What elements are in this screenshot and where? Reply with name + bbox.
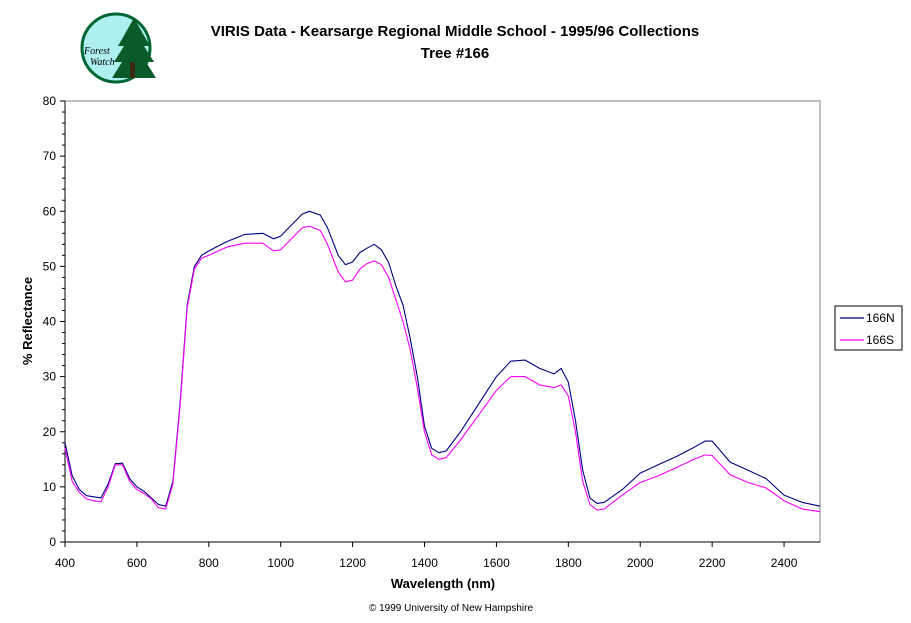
series-line-166n: [64, 210, 821, 507]
tree-icon: [112, 18, 156, 78]
x-tick-label: 800: [199, 556, 219, 570]
plot-area: [64, 100, 821, 543]
x-tick-label: 1000: [267, 556, 294, 570]
x-tick-label: 2200: [699, 556, 726, 570]
y-tick-label: 20: [43, 425, 57, 439]
y-tick-label: 40: [43, 315, 57, 329]
y-tick-label: 50: [43, 259, 57, 273]
y-tick-label: 0: [49, 535, 56, 549]
y-tick-label: 80: [43, 94, 57, 108]
legend-box: [834, 305, 903, 351]
y-tick-label: 10: [43, 480, 57, 494]
y-tick-label: 60: [43, 204, 57, 218]
legend-label-166s: 166S: [866, 333, 894, 347]
legend: 166N 166S: [834, 305, 903, 351]
x-tick-label: 1200: [339, 556, 366, 570]
y-tick-label: 70: [43, 149, 57, 163]
x-tick-label: 1400: [411, 556, 438, 570]
chart-subtitle: Tree #166: [421, 45, 489, 62]
chart-title: VIRIS Data - Kearsarge Regional Middle S…: [211, 23, 699, 40]
logo-text-watch: Watch: [90, 57, 115, 68]
copyright-text: © 1999 University of New Hampshire: [369, 603, 534, 614]
x-tick-label: 600: [127, 556, 147, 570]
y-ticks: 0 10 20 30 40 50 60 70 80: [43, 94, 65, 549]
x-tick-label: 1600: [483, 556, 510, 570]
forest-watch-logo: Forest Watch: [80, 12, 156, 84]
x-tick-label: 1800: [555, 556, 582, 570]
y-tick-label: 30: [43, 370, 57, 384]
y-axis-label: % Reflectance: [20, 277, 35, 365]
x-tick-label: 2000: [627, 556, 654, 570]
x-ticks: 400 600 800 1000 1200 1400 1600 1800 2000 2200 240…: [55, 542, 798, 570]
x-axis-label: Wavelength (nm): [391, 576, 495, 591]
series-group: [64, 210, 821, 513]
x-tick-label: 400: [55, 556, 75, 570]
logo-text-forest: Forest: [83, 46, 110, 57]
series-line-166s: [64, 225, 821, 513]
legend-label-166n: 166N: [866, 311, 895, 325]
x-tick-label: 2400: [771, 556, 798, 570]
